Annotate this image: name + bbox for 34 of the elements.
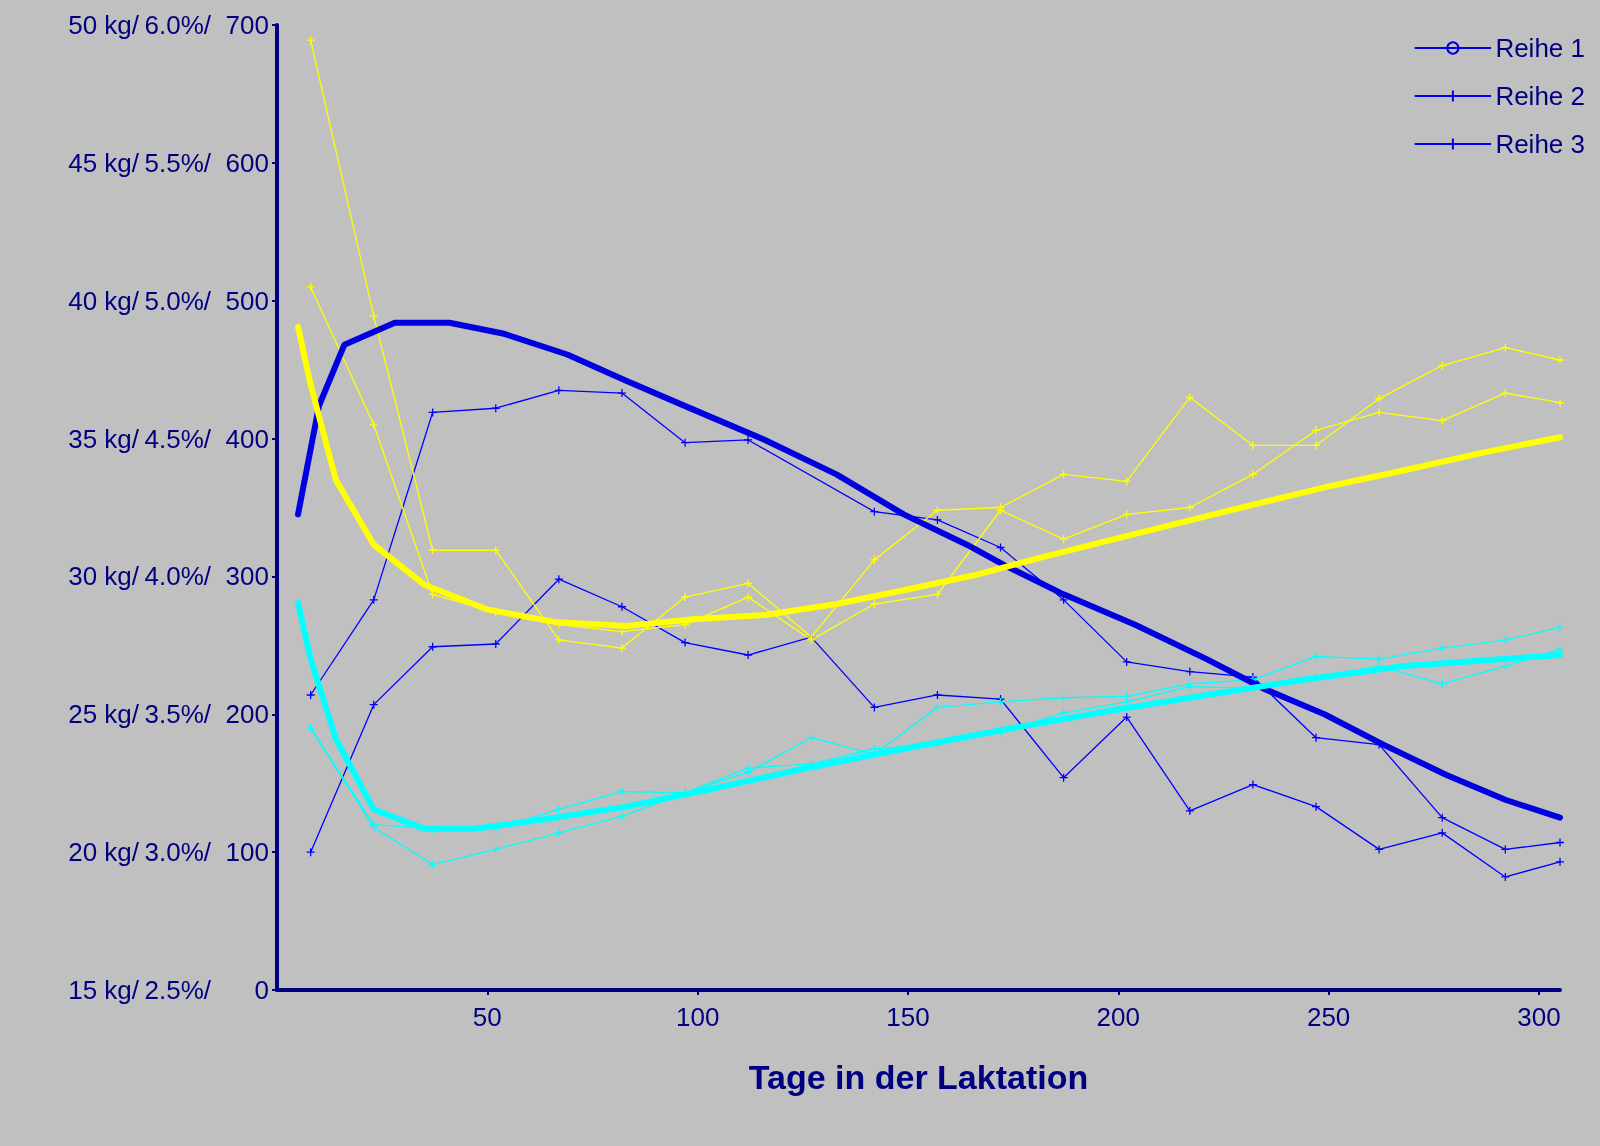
legend-label: Reihe 3 <box>1495 129 1586 159</box>
y2-tick-label: 20 kg/ <box>68 837 140 868</box>
x-tick-label: 50 <box>472 1002 502 1032</box>
y3-tick-label: 4.5%/ <box>144 423 212 454</box>
x-tick-label: 150 <box>886 1002 930 1032</box>
y-tick-label: 400 <box>225 423 269 454</box>
y-tick-label: 100 <box>225 837 269 868</box>
y2-tick-label: 30 kg/ <box>68 561 140 592</box>
x-tick-label: 200 <box>1096 1002 1141 1032</box>
y3-tick-label: 4.0%/ <box>144 561 212 592</box>
y-tick-label: 600 <box>225 147 269 178</box>
y3-tick-label: 5.5%/ <box>144 147 212 178</box>
y3-tick-label: 2.5%/ <box>144 975 212 1005</box>
y-tick-label: 700 <box>225 10 269 40</box>
x-axis-title: Tage in der Laktation <box>748 1058 1089 1096</box>
legend-label: Reihe 2 <box>1495 81 1586 111</box>
y2-tick-label: 15 kg/ <box>68 975 140 1005</box>
x-tick-label: 300 <box>1517 1002 1561 1032</box>
y-tick-label: 500 <box>225 285 269 316</box>
y-tick-label: 300 <box>225 561 269 592</box>
x-tick-label: 100 <box>675 1002 720 1032</box>
y-tick-label: 200 <box>225 699 269 730</box>
y-tick-label: 0 <box>254 975 269 1005</box>
y2-tick-label: 50 kg/ <box>68 10 140 40</box>
legend-label: Reihe 1 <box>1495 33 1586 63</box>
y2-tick-label: 40 kg/ <box>68 285 140 316</box>
y2-tick-label: 35 kg/ <box>68 423 140 454</box>
y3-tick-label: 3.0%/ <box>144 837 212 868</box>
y3-tick-label: 6.0%/ <box>144 10 212 40</box>
y2-tick-label: 45 kg/ <box>68 147 140 178</box>
x-tick-label: 250 <box>1306 1002 1351 1032</box>
y3-tick-label: 5.0%/ <box>144 285 212 316</box>
y2-tick-label: 25 kg/ <box>68 699 140 730</box>
y3-tick-label: 3.5%/ <box>144 699 212 730</box>
